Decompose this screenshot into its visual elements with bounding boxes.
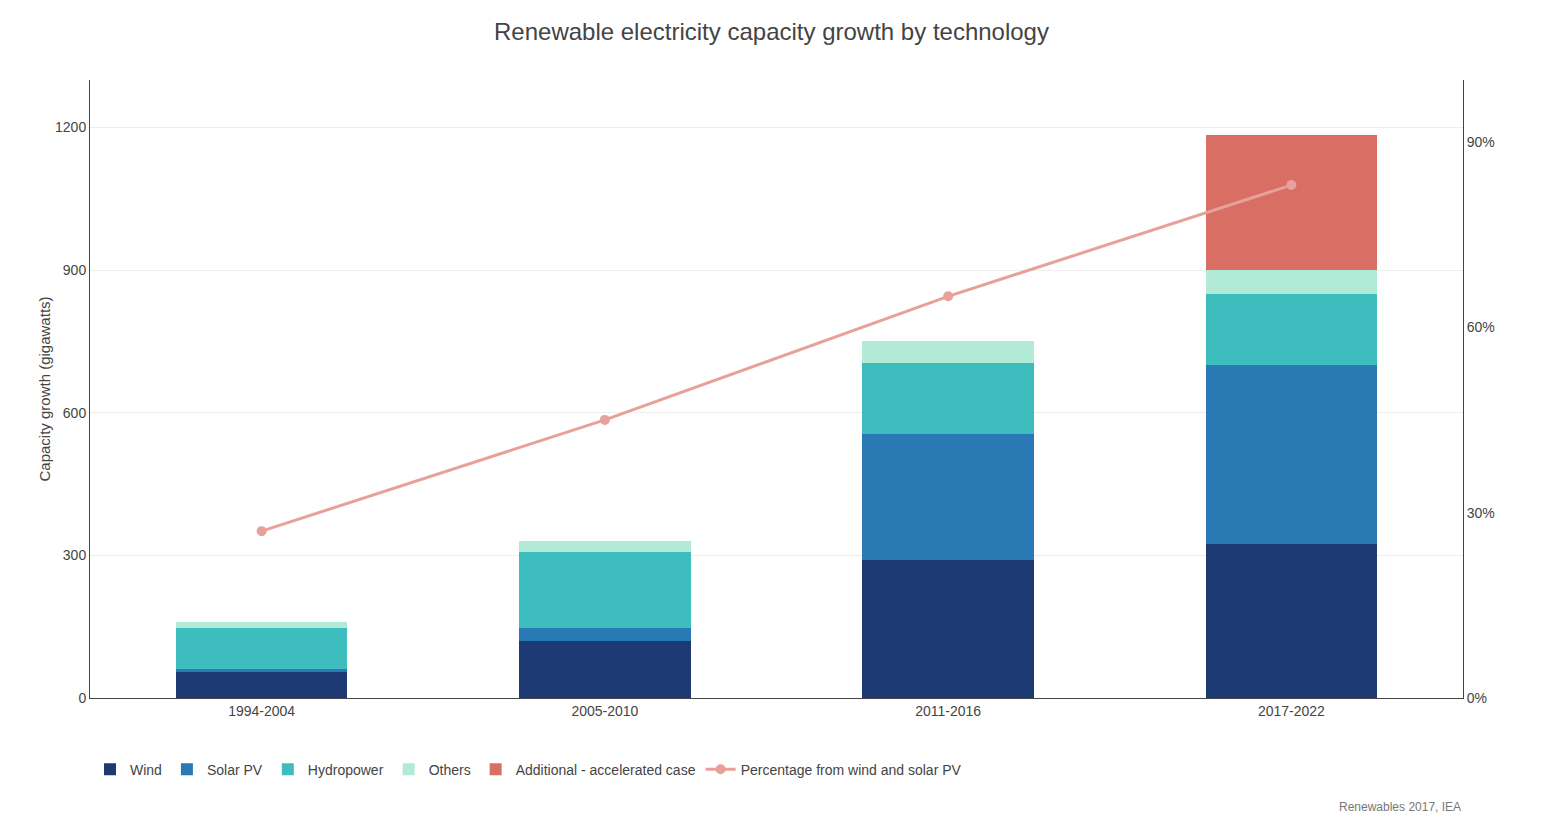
svg-text:Wind: Wind (130, 762, 162, 778)
svg-text:60%: 60% (1467, 319, 1495, 335)
svg-text:Solar PV: Solar PV (207, 762, 263, 778)
svg-text:1200: 1200 (55, 119, 86, 135)
svg-text:Capacity growth (gigawatts): Capacity growth (gigawatts) (36, 296, 53, 481)
svg-text:2017-2022: 2017-2022 (1258, 703, 1325, 719)
svg-text:0: 0 (78, 690, 86, 706)
svg-text:900: 900 (63, 262, 87, 278)
svg-text:2005-2010: 2005-2010 (571, 703, 638, 719)
svg-text:0%: 0% (1467, 690, 1487, 706)
svg-text:30%: 30% (1467, 504, 1495, 520)
svg-text:Others: Others (429, 762, 471, 778)
svg-text:1994-2004: 1994-2004 (228, 703, 295, 719)
svg-text:Additional - accelerated case: Additional - accelerated case (516, 762, 696, 778)
svg-text:Renewable electricity capacity: Renewable electricity capacity growth by… (494, 18, 1049, 45)
svg-text:Renewables 2017, IEA: Renewables 2017, IEA (1339, 800, 1461, 814)
svg-text:Percentage from wind and solar: Percentage from wind and solar PV (741, 762, 962, 778)
svg-text:Hydropower: Hydropower (308, 762, 384, 778)
svg-text:600: 600 (63, 405, 87, 421)
svg-text:300: 300 (63, 547, 87, 563)
svg-text:2011-2016: 2011-2016 (915, 703, 981, 719)
svg-text:90%: 90% (1467, 134, 1495, 150)
